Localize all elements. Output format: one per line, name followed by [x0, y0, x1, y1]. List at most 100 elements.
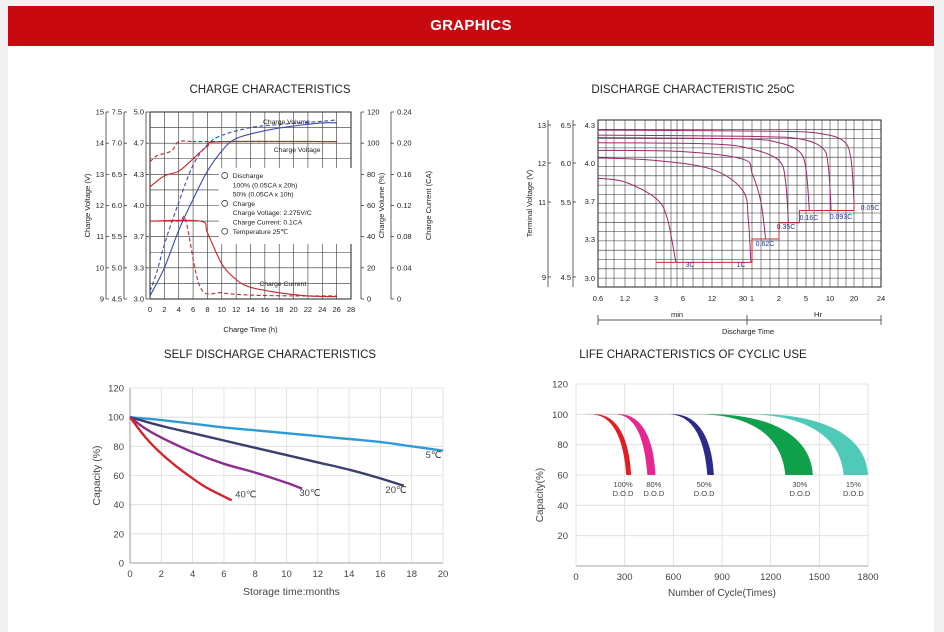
discharge-x-tick-label: 10: [826, 294, 834, 303]
charge-series-4: [149, 215, 337, 297]
self-x-tick-label: 20: [438, 569, 449, 580]
self-series-label: 30℃: [299, 488, 321, 499]
discharge-6v-tick-label: 4.5: [561, 273, 571, 282]
discharge-x-tick-label: 2: [777, 294, 781, 303]
charge-right-tick-label: 60: [367, 201, 375, 210]
discharge-cell-tick-label: 3.3: [585, 235, 595, 244]
discharge-rate-label: 0.35C: [777, 224, 796, 231]
discharge-hr-label: Hr: [814, 310, 822, 319]
life-band-label: 100%: [613, 480, 633, 489]
life-y-tick-label: 60: [557, 471, 568, 482]
life-x-axis-label: Number of Cycle(Times): [668, 588, 776, 599]
charge-left-tick-label: 15: [96, 108, 104, 117]
life-y-tick-label: 120: [552, 380, 568, 391]
discharge-curve-1: [597, 157, 752, 263]
charge-left-tick-label: 9: [100, 295, 104, 304]
discharge-rate-label: 0.62C: [756, 241, 775, 248]
charge-x-tick-label: 26: [332, 305, 340, 314]
discharge-x-tick-label: 30: [739, 294, 747, 303]
discharge-min-label: min: [671, 310, 683, 319]
discharge-cell-tick-label: 3.0: [585, 274, 595, 283]
charge-x-tick-label: 0: [148, 305, 152, 314]
life-y-tick-label: 100: [552, 410, 568, 421]
charge-right-tick-label: 100: [367, 139, 380, 148]
charge-voltage-label: Charge Voltage: [274, 147, 321, 154]
charge-current-axis-label: Charge Current (CA): [424, 170, 433, 240]
charge-series-0: [149, 119, 337, 292]
self-y-tick-label: 40: [113, 500, 124, 511]
self-discharge-chart-title: SELF DISCHARGE CHARACTERISTICS: [163, 349, 377, 361]
discharge-cell-tick-label: 4.3: [585, 121, 595, 130]
charge-left-tick-label: 4.5: [112, 295, 122, 304]
charge-x-tick-label: 12: [232, 305, 240, 314]
life-x-tick-label: 900: [714, 572, 730, 583]
self-y-tick-label: 100: [108, 413, 124, 424]
discharge-rate-label: 0.093C: [830, 214, 853, 221]
discharge-x-tick-label: 24: [877, 294, 885, 303]
charge-right-tick-label: 0.20: [397, 139, 412, 148]
self-x-tick-label: 4: [190, 569, 195, 580]
charge-x-tick-label: 10: [218, 305, 226, 314]
charge-legend-bullet: [221, 200, 229, 207]
charge-legend-bullet: [221, 227, 229, 235]
charge-volume-axis-label: Charge Volume (%): [377, 172, 386, 238]
charge-volume-label: Charge Volume: [263, 119, 310, 126]
discharge-curve-3: [597, 142, 789, 223]
discharge-12v-tick-label: 12: [538, 159, 546, 168]
self-y-tick-label: 0: [119, 559, 124, 570]
life-x-tick-label: 1500: [809, 572, 830, 583]
charts-canvas: 91011121314154.55.05.56.06.57.07.53.03.3…: [83, 108, 885, 600]
charge-right-tick-label: 0.04: [397, 263, 412, 272]
charge-series-1: [149, 122, 337, 297]
charge-legend-text: Charge Current: 0.1CA: [233, 220, 303, 227]
self-y-tick-label: 20: [113, 529, 124, 540]
charge-legend-text: 100% (0.05CA x 20h): [233, 182, 298, 189]
self-series-label: 40℃: [235, 489, 257, 500]
self-y-tick-label: 60: [113, 471, 124, 482]
self-x-tick-label: 8: [253, 569, 258, 580]
discharge-6v-tick-label: 6.0: [561, 159, 571, 168]
self-x-tick-label: 0: [127, 569, 132, 580]
life-y-axis-label: Capacity(%): [535, 468, 546, 522]
discharge-curve-2: [597, 149, 767, 240]
charge-right-tick-label: 0.16: [397, 170, 412, 179]
charge-left-tick-label: 3.0: [134, 295, 144, 304]
charge-right-tick-label: 120: [367, 108, 380, 117]
discharge-y-axis-label: Terminal Voltage (V): [525, 169, 534, 237]
charge-x-tick-label: 6: [191, 305, 195, 314]
charge-legend-text: Charge Voltage: 2.275V/C: [233, 210, 312, 217]
self-series-label: 20℃: [385, 485, 407, 496]
charge-right-tick-label: 0: [397, 295, 401, 304]
life-x-tick-label: 300: [617, 572, 633, 583]
charge-left-tick-label: 5.0: [112, 263, 122, 272]
life-x-tick-label: 0: [573, 572, 578, 583]
charge-left-tick-label: 12: [96, 201, 104, 210]
discharge-curve-6: [597, 129, 855, 202]
charge-left-tick-label: 3.7: [134, 232, 144, 241]
life-band-label: D.O.D: [789, 489, 810, 498]
self-series-3: [129, 416, 233, 502]
life-band-label: D.O.D: [643, 489, 664, 498]
charge-left-tick-label: 6.0: [112, 201, 122, 210]
charge-legend-box: [218, 168, 357, 244]
life-band-3: [702, 414, 813, 475]
charge-left-tick-label: 5.5: [112, 232, 122, 241]
charge-chart-title: CHARGE CHARACTERISTICS: [189, 84, 351, 96]
self-x-tick-label: 2: [159, 569, 164, 580]
charge-left-tick-label: 3.3: [134, 263, 144, 272]
charge-x-tick-label: 14: [246, 305, 254, 314]
charge-x-tick-label: 8: [205, 305, 209, 314]
life-band-label: D.O.D: [694, 489, 715, 498]
self-x-tick-label: 12: [313, 569, 324, 580]
life-band-0: [592, 414, 632, 475]
discharge-rate-label: 0.16C: [800, 215, 819, 222]
life-x-tick-label: 1200: [760, 572, 781, 583]
charge-left-tick-label: 7.5: [112, 108, 122, 117]
charge-left-tick-label: 4.0: [134, 201, 144, 210]
charge-right-tick-label: 0.08: [397, 232, 412, 241]
discharge-12v-tick-label: 13: [538, 121, 546, 130]
discharge-6v-tick-label: 6.5: [561, 121, 571, 130]
discharge-x-tick-label: 6: [681, 294, 685, 303]
charge-y-axis-label: Charge Voltage (V): [83, 173, 92, 237]
self-x-axis-label: Storage time:months: [243, 586, 340, 598]
